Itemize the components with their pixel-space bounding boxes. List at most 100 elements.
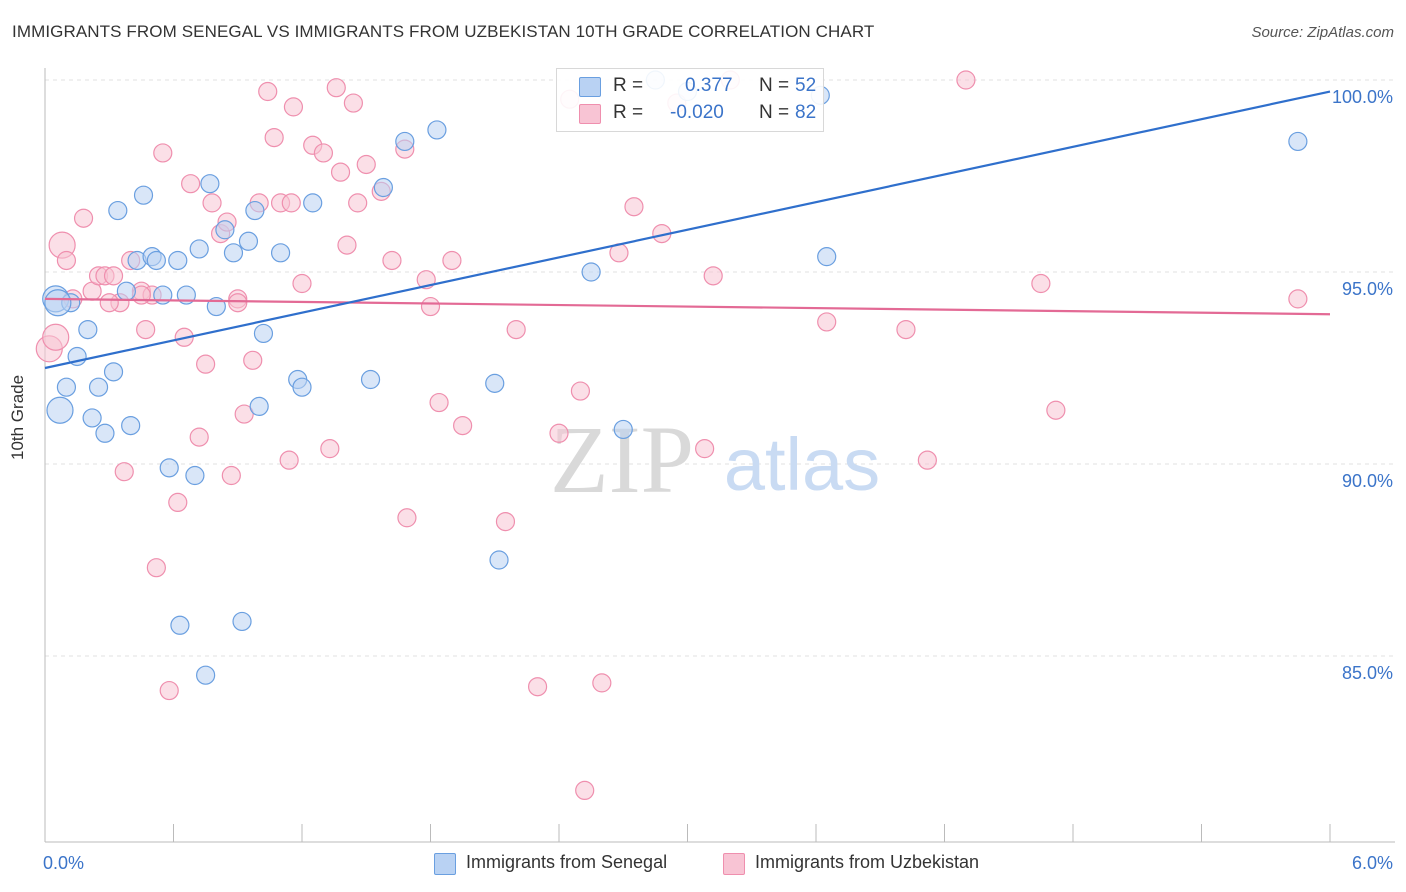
uzbekistan-point — [73, 208, 94, 228]
uzbekistan-point — [429, 392, 449, 413]
uzbekistan-point — [527, 677, 548, 697]
uzbekistan-trend-line — [44, 297, 1331, 316]
uzbekistan-point — [221, 465, 241, 486]
y-tick-label: 95.0% — [1342, 279, 1393, 299]
trend-lines — [44, 90, 1331, 370]
senegal-point — [56, 377, 77, 397]
uzbekistan-point — [264, 128, 284, 148]
legend-r-value-senegal: 0.377 — [685, 75, 733, 96]
uzbekistan-point — [382, 250, 402, 271]
bottom-legend-swatch-senegal — [434, 853, 456, 875]
senegal-point — [121, 416, 141, 436]
uzbekistan-point — [99, 293, 119, 313]
y-tick-label: 85.0% — [1342, 663, 1393, 683]
senegal-point — [427, 120, 447, 140]
senegal-point — [44, 289, 72, 317]
senegal-point — [1288, 131, 1308, 152]
uzbekistan-point — [56, 250, 77, 271]
uzbekistan-point — [337, 235, 357, 255]
senegal-point — [46, 396, 74, 424]
uzbekistan-point — [592, 673, 612, 693]
senegal-point — [223, 243, 244, 263]
uzbekistan-point — [181, 174, 201, 194]
x-tick-label: 6.0% — [1352, 853, 1393, 873]
uzbekistan-point — [442, 250, 462, 271]
senegal-point — [168, 250, 188, 271]
bottom-legend-swatch-uzbekistan — [723, 853, 745, 875]
uzbekistan-point — [114, 462, 134, 482]
senegal-point — [185, 465, 205, 486]
uzbekistan-point — [258, 81, 278, 102]
legend-r-label: R = — [613, 102, 644, 123]
legend-n-label: N = — [759, 102, 790, 123]
senegal-point — [146, 250, 166, 271]
senegal-point — [360, 369, 381, 390]
uzbekistan-point — [348, 193, 368, 213]
senegal-point — [133, 185, 154, 205]
uzbekistan-point — [292, 273, 312, 294]
senegal-point — [116, 281, 136, 301]
senegal-point — [373, 177, 393, 198]
legend-swatch-uzbekistan — [579, 104, 601, 124]
uzbekistan-point — [168, 492, 188, 512]
uzbekistan-point — [281, 193, 301, 213]
senegal-point — [88, 377, 109, 397]
senegal-point — [159, 458, 179, 478]
senegal-point — [170, 615, 190, 635]
senegal-point — [581, 262, 601, 282]
uzbekistan-point — [103, 266, 124, 286]
stats-legend: R = 0.377 N = 52 R = -0.020 N = 82 — [556, 68, 824, 132]
uzbekistan-point — [695, 439, 715, 459]
legend-r-value-uzbekistan: -0.020 — [670, 102, 724, 123]
senegal-point — [395, 131, 415, 152]
senegal-point — [817, 247, 837, 267]
senegal-point — [215, 220, 235, 240]
senegal-point — [232, 611, 252, 632]
uzbekistan-point — [549, 423, 569, 443]
uzbekistan-point — [320, 439, 340, 459]
uzbekistan-point — [917, 450, 937, 470]
senegal-point — [95, 423, 115, 443]
uzbekistan-point — [495, 511, 516, 532]
uzbekistan-point — [189, 427, 209, 447]
senegal-point — [238, 231, 259, 251]
senegal-point — [200, 174, 220, 194]
senegal-trend-line — [44, 90, 1331, 370]
uzbekistan-point — [279, 450, 299, 470]
chart-title: IMMIGRANTS FROM SENEGAL VS IMMIGRANTS FR… — [12, 22, 875, 41]
senegal-points — [42, 70, 1308, 685]
uzbekistan-point — [330, 162, 351, 182]
senegal-point — [270, 243, 291, 263]
y-axis-label: 10th Grade — [8, 374, 27, 460]
senegal-point — [103, 362, 124, 382]
senegal-point — [303, 193, 323, 213]
senegal-point — [485, 373, 505, 393]
senegal-point — [108, 200, 128, 221]
legend-swatch-senegal — [579, 77, 601, 97]
legend-r-label: R = — [613, 75, 644, 96]
uzbekistan-point — [343, 93, 363, 113]
bottom-legend-label-uzbekistan: Immigrants from Uzbekistan — [755, 852, 980, 872]
senegal-point — [253, 323, 274, 344]
x-tick-label: 0.0% — [43, 853, 84, 873]
legend-n-value-senegal: 52 — [795, 75, 817, 96]
senegal-point — [82, 408, 102, 428]
senegal-point — [196, 665, 216, 685]
uzbekistan-point — [453, 416, 473, 436]
senegal-point — [78, 320, 98, 340]
uzbekistan-point — [506, 320, 526, 340]
y-tick-label: 100.0% — [1332, 87, 1393, 107]
uzbekistan-point — [397, 508, 417, 528]
source-label: Source: ZipAtlas.com — [1251, 24, 1394, 41]
uzbekistan-point — [283, 97, 304, 117]
tick-labels: 85.0% 90.0% 95.0% 100.0% 0.0% 6.0% — [43, 87, 1393, 873]
uzbekistan-point — [196, 354, 216, 374]
uzbekistan-point — [356, 154, 376, 175]
senegal-point — [613, 419, 633, 440]
uzbekistan-point — [420, 296, 441, 317]
uzbekistan-point — [624, 197, 644, 217]
watermark: ZIP atlas — [550, 406, 880, 513]
uzbekistan-point — [202, 193, 222, 213]
y-tick-label: 90.0% — [1342, 471, 1393, 491]
